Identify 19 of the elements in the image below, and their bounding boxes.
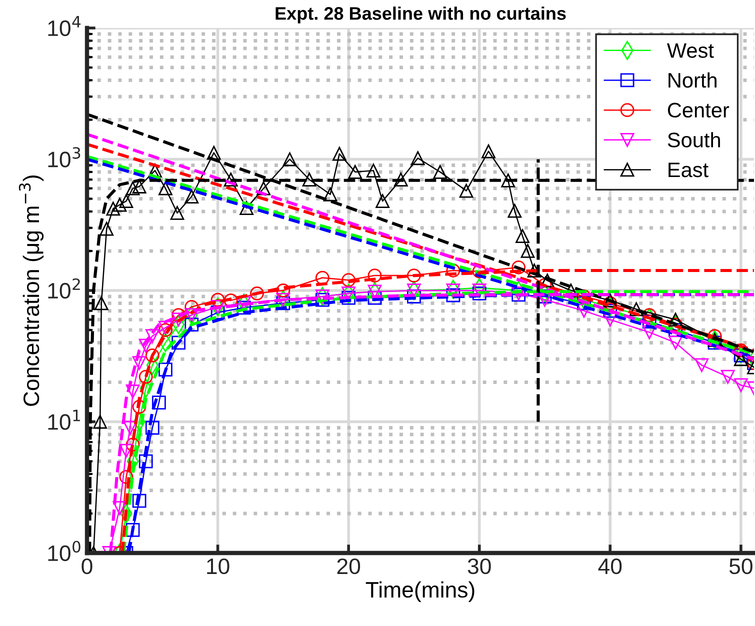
x-axis-title: Time(mins) (366, 581, 474, 602)
legend-label: East (668, 162, 708, 178)
legend-label: South (668, 132, 720, 148)
x-tick-label: 20 (337, 558, 360, 574)
y-tick-label: 10$^{3}$ (48, 147, 80, 168)
x-tick-label: 40 (598, 558, 622, 574)
x-tick-label: 0 (82, 558, 92, 574)
y-tick-label: 10$^{2}$ (48, 278, 80, 299)
x-tick-label: 50 (729, 558, 752, 574)
x-tick-label: 10 (207, 558, 230, 574)
y-axis-title: Concentration (μg m$^{−3}$) (18, 176, 44, 406)
chart-title: Expt. 28 Baseline with no curtains (276, 6, 566, 24)
x-tick-label: 30 (468, 558, 491, 574)
y-tick-label: 10$^{1}$ (48, 410, 80, 430)
legend-label: Center (668, 102, 730, 118)
legend-label: West (666, 43, 714, 58)
legend-label: North (668, 72, 716, 88)
y-tick-label: 10$^{4}$ (48, 16, 81, 36)
y-tick-label: 10$^{0}$ (48, 540, 80, 562)
